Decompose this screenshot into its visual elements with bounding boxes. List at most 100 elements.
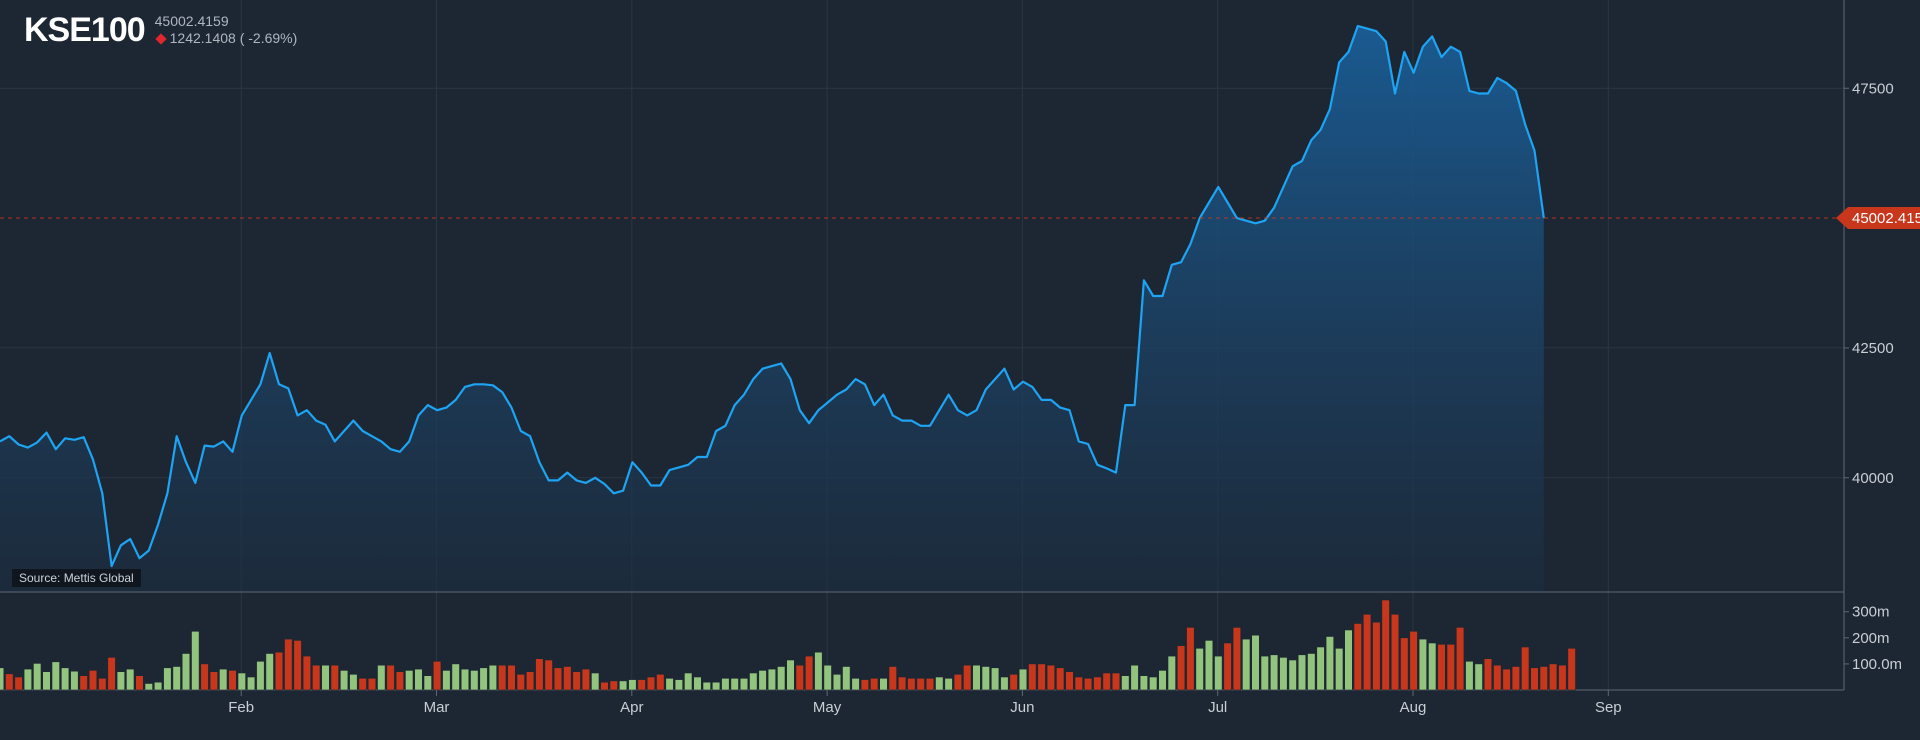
y-tick-label: 42500 [1852, 340, 1894, 357]
volume-bar [777, 666, 786, 691]
volume-bar [349, 673, 358, 691]
volume-bar [721, 677, 730, 691]
volume-bar [1028, 663, 1037, 691]
volume-bar [0, 667, 5, 691]
volume-bar [1549, 663, 1558, 691]
volume-bar [684, 672, 693, 691]
volume-bar [656, 673, 665, 691]
volume-bar [1279, 657, 1288, 691]
volume-bar [367, 677, 377, 691]
volume-bar [1167, 655, 1176, 691]
volume-bar [981, 666, 990, 691]
current-value-marker [1836, 206, 1920, 229]
volume-bar [1390, 613, 1400, 691]
volume-bar [432, 660, 442, 691]
volume-bar [302, 655, 312, 691]
volume-bar [107, 657, 116, 691]
volume-bar [1270, 654, 1279, 691]
volume-bar [618, 680, 628, 691]
volume-bar [395, 671, 405, 691]
volume-bar [51, 661, 60, 691]
volume-bar [1186, 627, 1195, 691]
volume-bar [711, 681, 721, 691]
volume-bar [1111, 672, 1121, 691]
volume-bar [377, 664, 386, 691]
volume-bar [646, 676, 656, 691]
x-tick-label: Jul [1208, 699, 1227, 716]
volume-bar [1056, 667, 1065, 691]
volume-bar [609, 680, 618, 691]
x-tick-label: Aug [1400, 699, 1427, 716]
volume-bar [1325, 636, 1334, 691]
volume-bar [1493, 664, 1502, 691]
volume-bar [442, 670, 451, 691]
volume-bar [897, 676, 907, 691]
volume-bar [1446, 643, 1455, 691]
volume-bar [116, 671, 125, 691]
volume-bar [553, 667, 563, 691]
volume-bar [191, 630, 200, 691]
volume-bar [1214, 655, 1223, 691]
volume-bar [851, 677, 860, 691]
volume-bar [832, 673, 842, 691]
volume-bar [1437, 643, 1446, 691]
volume-bar [944, 677, 953, 691]
volume-bar [1465, 660, 1474, 691]
volume-bar [953, 673, 962, 691]
volume-bar [1307, 653, 1316, 691]
chart-header: KSE100 45002.4159 1242.1408 ( -2.69%) [24, 8, 297, 52]
volume-bar [247, 676, 256, 691]
volume-bar [1046, 664, 1055, 691]
volume-bar [1065, 671, 1074, 691]
change-row: 1242.1408 ( -2.69%) [154, 30, 297, 47]
volume-bar [265, 653, 274, 691]
volume-bar [1139, 675, 1148, 691]
volume-bar [860, 679, 869, 691]
volume-bar [516, 673, 525, 691]
volume-bar [42, 671, 51, 691]
y-tick-label: 47500 [1852, 80, 1894, 97]
volume-bar [1502, 668, 1511, 691]
volume-bar [1000, 676, 1009, 691]
volume-bar [451, 663, 460, 691]
volume-bar [460, 668, 470, 691]
volume-bar [126, 668, 135, 691]
volume-bar [600, 681, 609, 691]
volume-bar [739, 677, 749, 691]
volume-bar [842, 666, 851, 691]
x-tick-label: Sep [1595, 699, 1622, 716]
last-price: 45002.4159 [154, 13, 229, 29]
volume-bar [23, 668, 33, 691]
volume-bar [581, 668, 590, 691]
volume-bar [5, 673, 14, 691]
volume-bar [33, 663, 42, 691]
volume-bar [358, 677, 367, 691]
volume-bars [0, 599, 1576, 691]
volume-bar [1177, 645, 1186, 691]
volume-bar [98, 677, 107, 691]
volume-bar [470, 670, 479, 691]
volume-bar [339, 670, 349, 691]
volume-bar [498, 664, 507, 691]
volume-bar [925, 677, 935, 691]
volume-bar [1474, 663, 1483, 691]
volume-bar [1567, 647, 1576, 691]
volume-bar [990, 667, 1000, 691]
volume-bar [1251, 634, 1260, 691]
x-tick-label: Mar [424, 699, 450, 716]
volume-bar [1372, 621, 1381, 691]
volume-bar [1130, 664, 1139, 691]
volume-bar [916, 677, 925, 691]
ticker-symbol: KSE100 [24, 11, 146, 49]
volume-bar [1260, 655, 1269, 691]
volume-bar [1530, 667, 1539, 691]
volume-bar [488, 664, 498, 691]
volume-bar [1456, 627, 1465, 691]
volume-bar [1539, 666, 1548, 691]
x-tick-label: Jun [1010, 699, 1034, 716]
volume-bar [544, 659, 553, 691]
down-arrow-icon [154, 32, 167, 45]
volume-bar [1353, 623, 1362, 691]
